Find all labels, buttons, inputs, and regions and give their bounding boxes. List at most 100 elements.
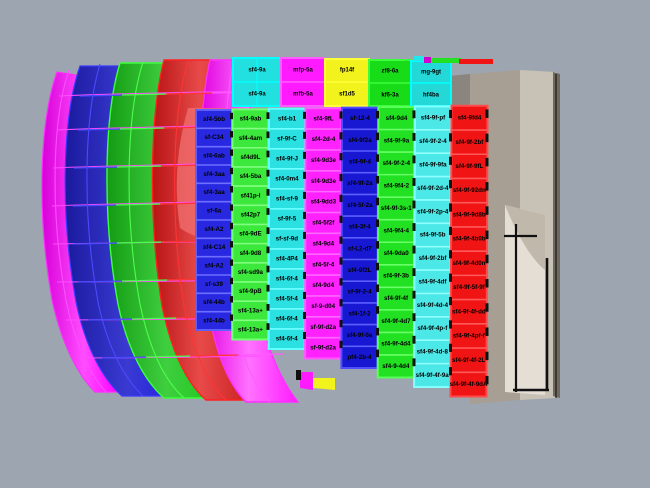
mesh-edge-tick (303, 231, 306, 239)
mesh-edge-tick (449, 226, 452, 236)
mesh-edge-tick (303, 111, 306, 119)
mesh-edge-tick (485, 375, 489, 385)
mesh-edge-tick (266, 150, 270, 158)
column-7-lightcyan[interactable]: sf4-9f-pfsf4-9f-2-4sf4-9f-9fasf4-9f-2d-4… (413, 105, 453, 388)
mesh-edge-tick (412, 155, 416, 164)
mesh-edge-tick (303, 271, 306, 279)
top-accent-cyan (414, 56, 424, 61)
mesh-edge-tick (230, 149, 233, 156)
mesh-edge-tick (230, 167, 233, 175)
column-4-magenta[interactable]: sf4-9fLsf4-2d-4sf4-9d3esf4-9d3esf4-9dd3s… (304, 107, 343, 360)
mesh-edge-tick (303, 331, 306, 339)
mesh-edge-tick (485, 230, 489, 240)
accent-dark-notch (296, 370, 301, 380)
mesh-edge-tick (230, 186, 233, 193)
mesh-edge-tick (339, 299, 343, 307)
mesh-edge-tick (449, 320, 452, 329)
mesh-edge-tick (485, 327, 489, 336)
mesh-edge-tick (449, 133, 452, 142)
mesh-edge-tick (230, 314, 233, 321)
mesh-edge-tick (485, 303, 489, 312)
column-6-green[interactable]: sf4-9d4sf4-9f-9asf4-9f-2-4sf4-9f4-2sf4-9… (376, 106, 416, 379)
mesh-edge-tick (376, 154, 379, 162)
mesh-edge-tick (266, 188, 270, 196)
mesh-edge-tick (266, 304, 270, 311)
mesh-edge-tick (412, 110, 416, 119)
mesh-edge-tick (230, 222, 233, 230)
mesh-edge-tick (303, 291, 306, 299)
mesh-edge-tick (339, 257, 343, 265)
mesh-edge-tick (230, 131, 233, 138)
mesh-edge-tick (376, 306, 379, 314)
mesh-edge-tick (412, 200, 416, 209)
mesh-edge-tick (230, 112, 233, 120)
mesh-edge-tick (339, 132, 343, 140)
mesh-edge-tick (339, 194, 343, 203)
mesh-edge-tick (303, 151, 306, 159)
mesh-edge-tick (485, 133, 489, 143)
mesh-edge-tick (303, 191, 306, 199)
mesh-edge-tick (266, 265, 270, 273)
mesh-edge-tick (339, 236, 343, 244)
mesh-edge-tick (303, 211, 306, 219)
mesh-edge-tick (376, 132, 379, 141)
mesh-edge-tick (376, 284, 379, 293)
panel-curve-edge (505, 205, 545, 270)
mesh-edge-tick (485, 157, 489, 167)
mesh-edge-tick (376, 175, 379, 184)
mesh-edge-tick (412, 132, 416, 141)
mesh-edge-tick (266, 112, 270, 119)
mesh-edge-tick (376, 241, 379, 249)
mesh-edge-tick (230, 259, 233, 266)
mesh-edge-tick (376, 327, 379, 336)
mesh-edge-tick (339, 319, 343, 328)
mesh-edge-tick (376, 110, 379, 119)
mesh-edge-tick (449, 367, 452, 376)
mesh-edge-tick (412, 245, 416, 254)
mesh-edge-tick (339, 215, 343, 223)
mesh-edge-tick (266, 323, 270, 330)
mesh-edge-tick (485, 254, 489, 264)
mesh-edge-tick (266, 227, 270, 235)
mesh-edge-tick (412, 268, 416, 277)
mesh-edge-tick (303, 251, 306, 259)
mesh-edge-tick (230, 277, 233, 285)
mesh-edge-tick (230, 296, 233, 303)
mesh-edge-tick (339, 173, 343, 182)
column-2-green[interactable]: sf4-9absf4-4amsf4d9Lsf4-5basf41p-lsf42p7… (231, 108, 270, 341)
bottom-accents (296, 370, 335, 390)
mesh-edge-tick (412, 290, 416, 299)
mesh-edge-tick (449, 296, 452, 306)
mesh-edge-tick (339, 278, 343, 286)
mesh-edge-tick (339, 111, 343, 119)
top-accent-magenta (424, 57, 431, 63)
mesh-edge-tick (266, 131, 270, 139)
mesh-edge-tick (303, 131, 306, 139)
column-1-blue[interactable]: sf4-5bbsf-C34sf4-6absf4-3aasf4-3aasf-6as… (195, 109, 233, 331)
mesh-edge-tick (339, 153, 343, 161)
column-5-darkblue[interactable]: sf-12-4sf4-9f2asf4-9f-4sf4-9f-2asf4-5f-2… (340, 106, 380, 369)
top-accent-green (431, 58, 461, 63)
mesh-edge-tick (449, 180, 452, 189)
mesh-edge-tick (412, 358, 416, 367)
mesh-edge-tick (485, 206, 489, 215)
crosshair-marker (508, 228, 524, 246)
top-accent-red (459, 59, 493, 64)
mesh-edge-tick (449, 250, 452, 259)
wireframe-cols-smooth (54, 59, 271, 403)
column-3-cyan[interactable]: sf4-b1sf-9f-Csf4-9f-Jsf4-0m4sf4-sf-9sf-9… (267, 107, 307, 350)
mesh-edge-tick (449, 273, 452, 282)
mesh-edge-tick (449, 156, 452, 165)
mesh-edge-tick (449, 109, 452, 119)
mesh-edge-tick (412, 335, 416, 344)
mesh-edge-tick (412, 223, 416, 231)
column-8-red[interactable]: sf4-9fd4sf4-9f-2bfsf4-9f-9fLsf4-9f-92dns… (449, 104, 489, 398)
mesh-edge-tick (266, 246, 270, 254)
mesh-edge-tick (376, 197, 379, 206)
mesh-edge-tick (303, 311, 306, 319)
mesh-edge-tick (303, 171, 306, 179)
mesh-edge-tick (449, 343, 452, 352)
mesh-edge-tick (485, 279, 489, 288)
